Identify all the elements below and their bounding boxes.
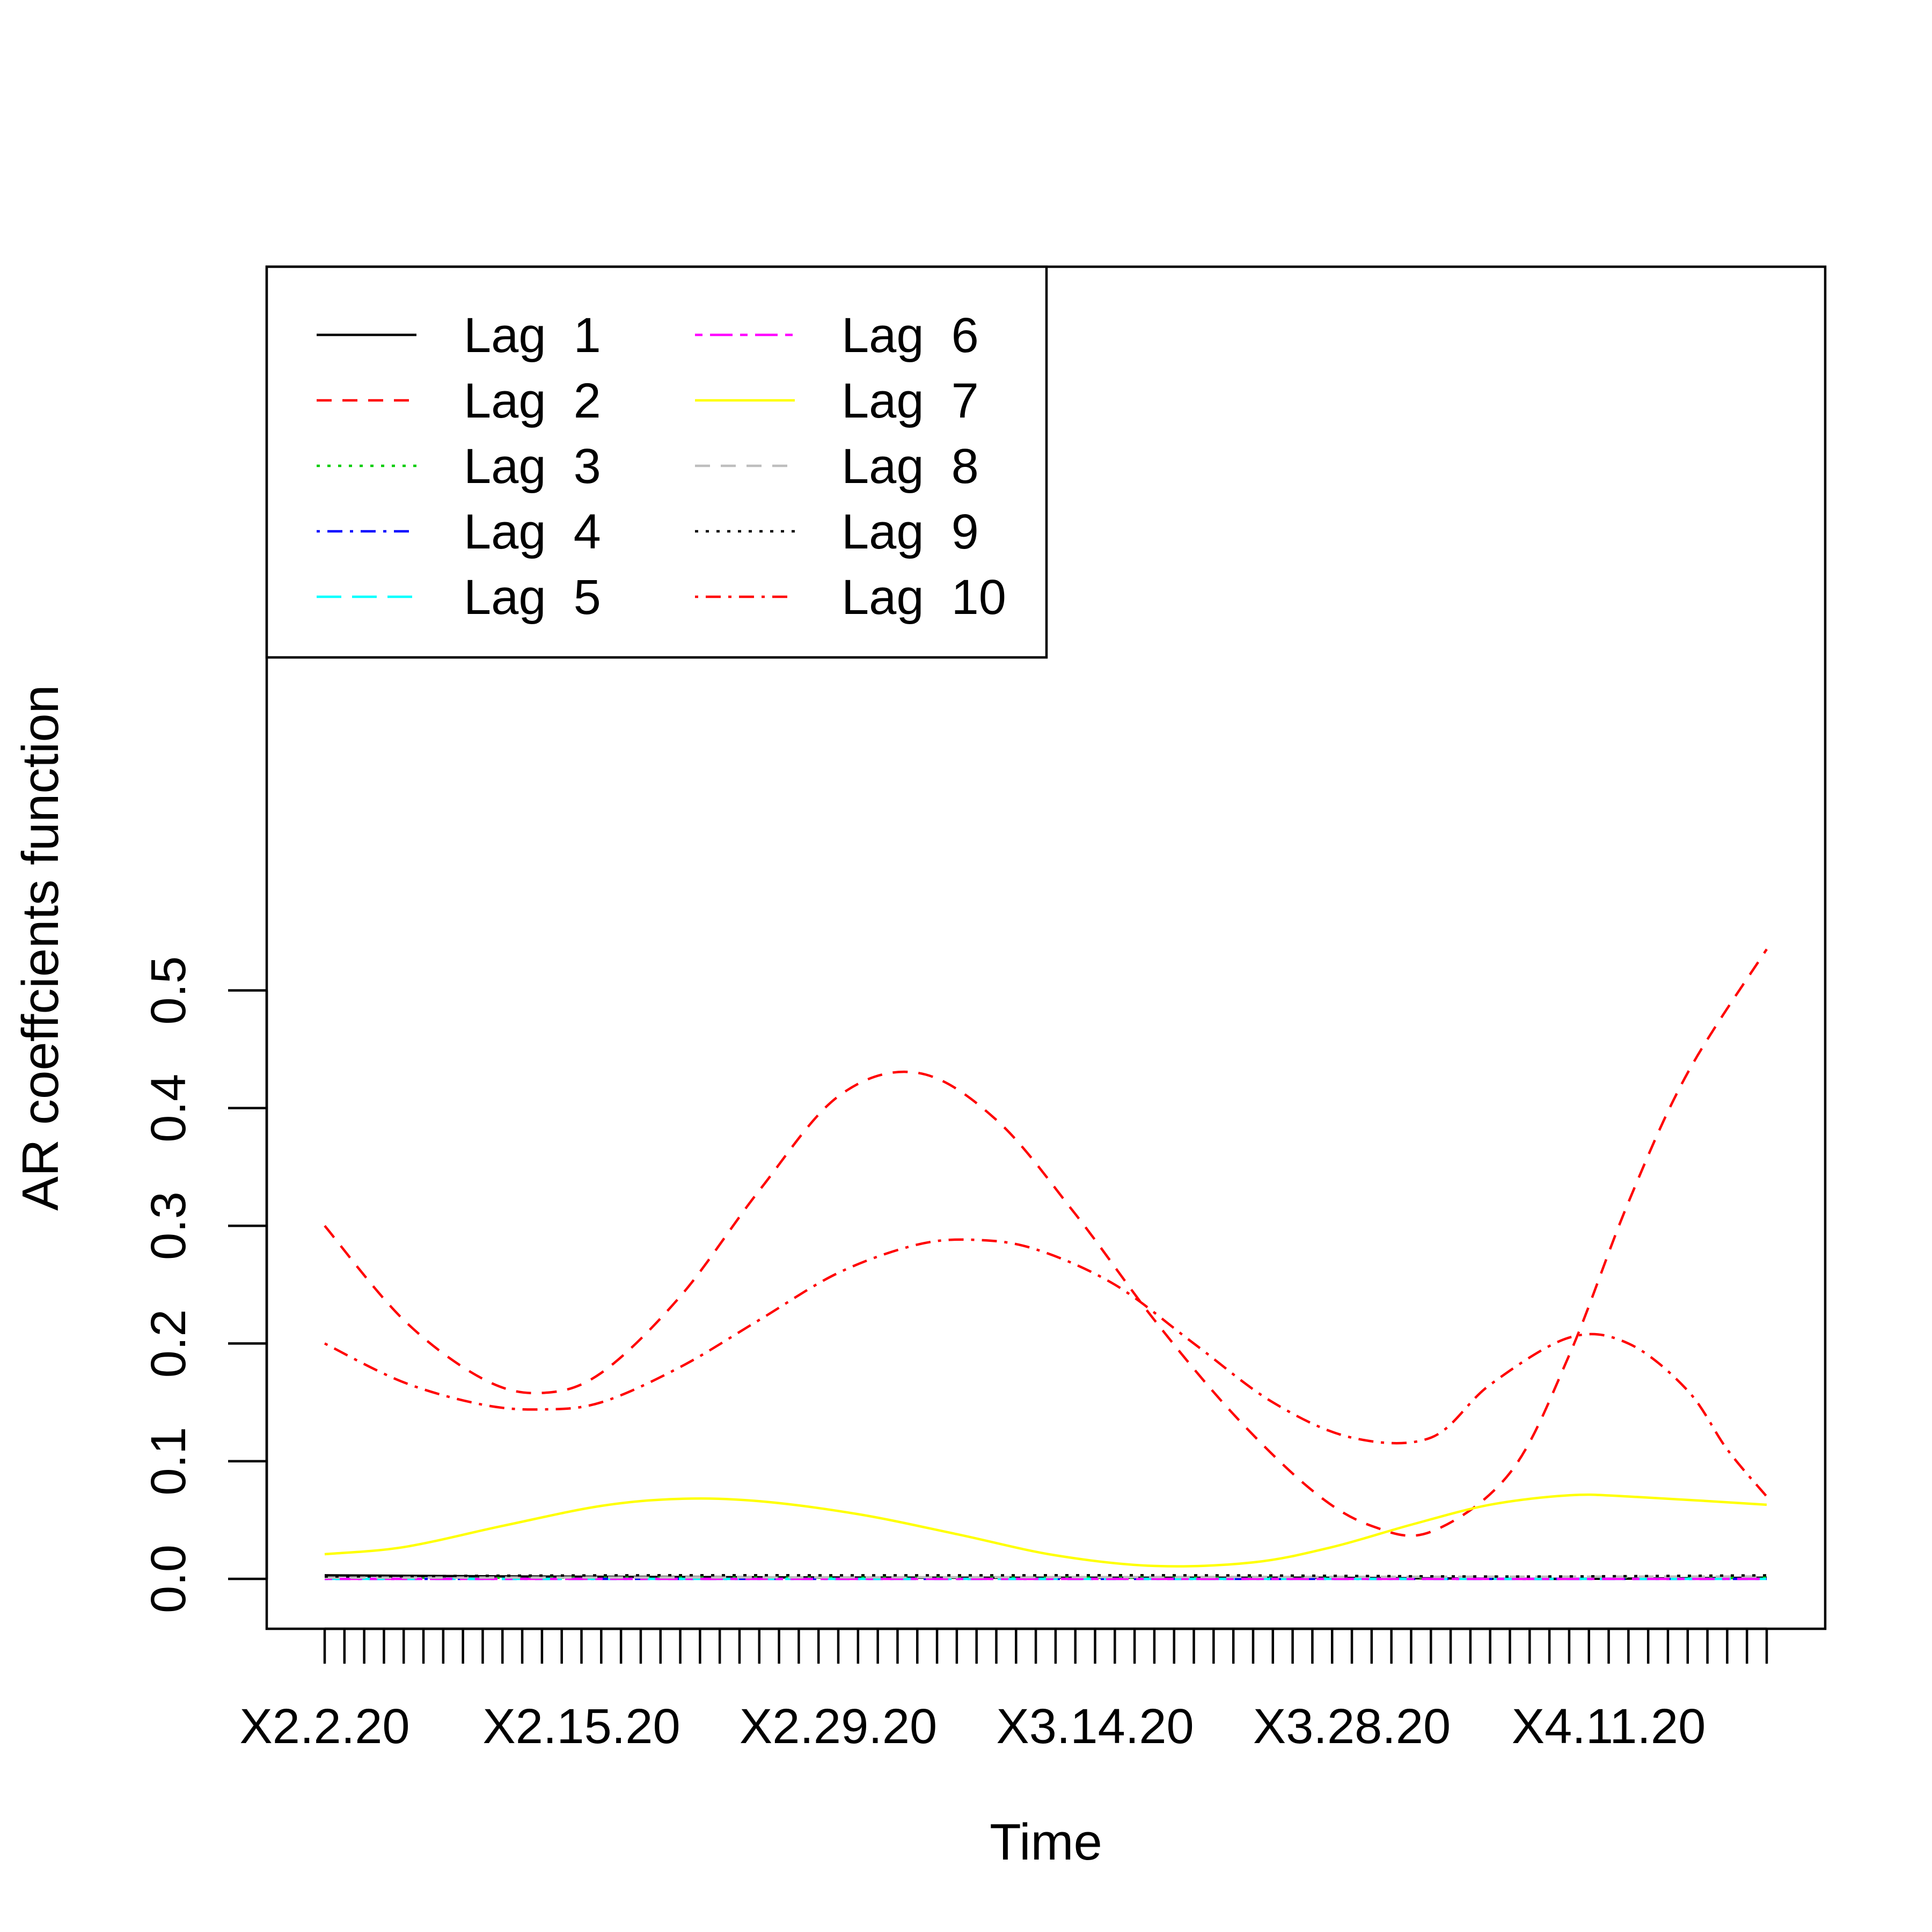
legend-label-lag-9: Lag 9 [841,504,979,559]
x-tick-label: X2.15.20 [482,1699,680,1754]
legend: Lag 1 Lag 2 Lag 3 Lag 4 Lag 5 Lag 6 Lag 7 Lag 8… [265,265,1048,659]
series-line-lag-2 [324,948,1768,1537]
x-axis-label: Time [990,1813,1102,1871]
x-tick-label: X4.11.20 [1512,1699,1706,1754]
y-tick-label: 0.0 [141,1545,196,1613]
x-tick-label: X2.29.20 [740,1699,937,1754]
legend-box [265,265,1048,659]
legend-label-lag-7: Lag 7 [841,374,979,428]
legend-label-lag-5: Lag 5 [464,570,601,625]
y-tick-label: 0.4 [141,1074,196,1143]
y-tick-label: 0.1 [141,1427,196,1496]
series-line-lag-10 [324,1238,1768,1497]
y-tick-label: 0.3 [141,1191,196,1260]
series-line-lag-7 [324,1493,1767,1568]
y-tick-label: 0.5 [141,956,196,1025]
x-tick-label: X3.28.20 [1253,1699,1451,1754]
y-axis-label: AR coeffcients function [12,685,69,1211]
x-tick-label: X3.14.20 [996,1699,1194,1754]
legend-label-lag-6: Lag 6 [841,308,979,363]
y-axis: 0.0 0.1 0.2 0.3 0.4 0.5 [141,956,268,1613]
series-line-lag-8 [324,1575,1767,1579]
legend-label-lag-10: Lag 10 [841,570,1006,625]
series-layer [324,948,1768,1580]
legend-label-lag-2: Lag 2 [464,374,601,428]
legend-label-lag-3: Lag 3 [464,439,601,494]
y-tick-label: 0.2 [141,1309,196,1378]
series-line-lag-9 [324,1574,1767,1578]
legend-label-lag-8: Lag 8 [841,439,979,494]
x-tick-label: X2.2.20 [239,1699,409,1754]
x-axis: X2.2.20 X2.15.20 X2.29.20 X3.14.20 X3.28.20 X… [239,1627,1768,1754]
legend-label-lag-4: Lag 4 [464,504,601,559]
legend-label-lag-1: Lag 1 [464,308,601,363]
